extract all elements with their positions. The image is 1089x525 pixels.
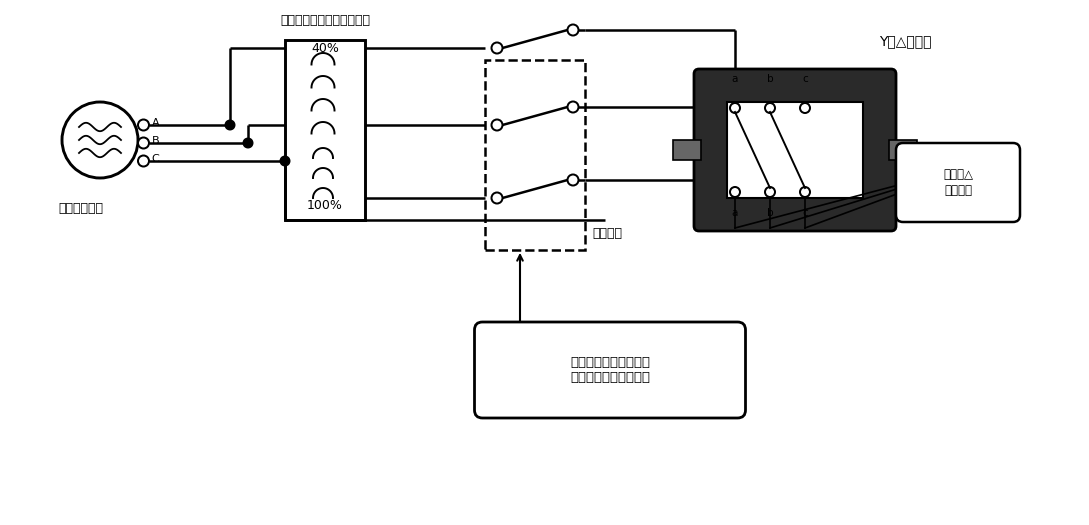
Circle shape — [764, 187, 775, 197]
Text: b: b — [767, 74, 773, 84]
Text: c: c — [803, 74, 808, 84]
Circle shape — [491, 193, 502, 204]
Text: 启动补偿器（单圈变压器）: 启动补偿器（单圈变压器） — [280, 14, 370, 27]
FancyBboxPatch shape — [727, 102, 862, 198]
Circle shape — [62, 102, 138, 178]
Text: a: a — [732, 74, 738, 84]
Text: 启动开关: 启动开关 — [592, 227, 622, 240]
Text: Y－△启动器: Y－△启动器 — [879, 34, 931, 48]
Circle shape — [730, 187, 741, 197]
Text: b: b — [767, 208, 773, 218]
FancyBboxPatch shape — [889, 140, 917, 160]
Text: 三相交流电源: 三相交流电源 — [58, 202, 103, 215]
Circle shape — [225, 120, 235, 130]
Text: 线圈成△
连接方法: 线圈成△ 连接方法 — [943, 169, 972, 196]
Circle shape — [138, 120, 149, 131]
Circle shape — [138, 138, 149, 149]
Circle shape — [491, 120, 502, 131]
Text: 100%: 100% — [307, 199, 343, 212]
Circle shape — [800, 103, 810, 113]
Text: a: a — [732, 208, 738, 218]
Circle shape — [730, 103, 741, 113]
FancyBboxPatch shape — [694, 69, 896, 231]
FancyBboxPatch shape — [673, 140, 701, 160]
Circle shape — [138, 155, 149, 166]
Text: A: A — [151, 118, 159, 128]
Circle shape — [567, 25, 578, 36]
Text: C: C — [151, 154, 159, 164]
Circle shape — [764, 103, 775, 113]
Circle shape — [280, 156, 290, 166]
Text: 启动补偿器是使用三相
单圈变压器降压的方法: 启动补偿器是使用三相 单圈变压器降压的方法 — [570, 356, 650, 384]
Text: 40%: 40% — [311, 42, 339, 55]
Circle shape — [567, 174, 578, 185]
Text: B: B — [151, 136, 159, 146]
Circle shape — [800, 187, 810, 197]
FancyBboxPatch shape — [285, 40, 365, 220]
FancyBboxPatch shape — [896, 143, 1020, 222]
Circle shape — [567, 101, 578, 112]
Circle shape — [243, 138, 253, 148]
Circle shape — [491, 43, 502, 54]
Text: c: c — [803, 208, 808, 218]
FancyBboxPatch shape — [475, 322, 746, 418]
